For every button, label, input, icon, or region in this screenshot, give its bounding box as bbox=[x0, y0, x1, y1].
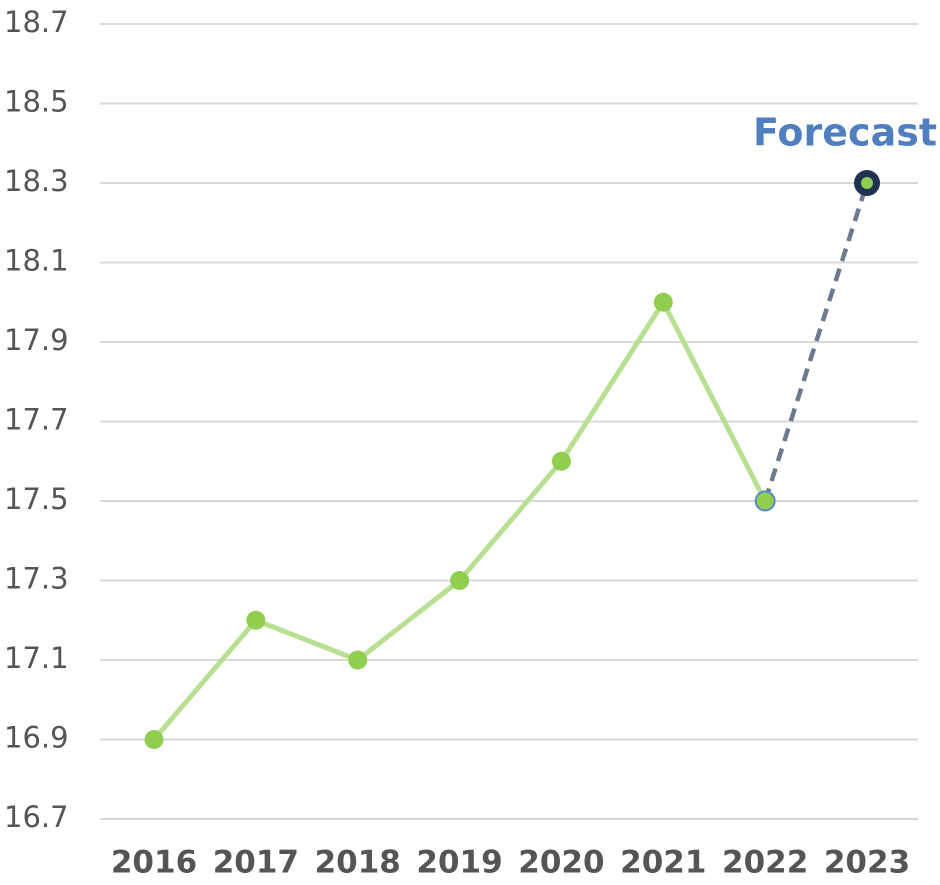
x-tick-label: 2022 bbox=[722, 845, 808, 881]
y-tick-label: 17.9 bbox=[4, 323, 69, 357]
marker bbox=[653, 292, 673, 312]
y-tick-label: 16.9 bbox=[4, 721, 69, 755]
annotation: Forecast bbox=[753, 111, 937, 155]
y-tick-label: 17.1 bbox=[4, 641, 69, 675]
forecast-line bbox=[763, 182, 870, 502]
x-tick-label: 2018 bbox=[315, 845, 401, 881]
x-tick-label: 2016 bbox=[111, 845, 197, 881]
x-tick-label: 2019 bbox=[416, 845, 502, 881]
y-tick-label: 17.7 bbox=[4, 403, 69, 437]
x-tick-label: 2017 bbox=[213, 845, 299, 881]
marker bbox=[246, 610, 266, 630]
marker bbox=[450, 571, 470, 590]
y-tick-label: 18.3 bbox=[4, 164, 69, 198]
x-tick-label: 2023 bbox=[824, 845, 910, 881]
y-tick-label: 18.7 bbox=[4, 5, 69, 39]
y-tick-label: 16.7 bbox=[4, 800, 69, 834]
marker bbox=[144, 730, 164, 749]
y-tick-label: 18.1 bbox=[4, 244, 69, 278]
y-tick-label: 17.3 bbox=[4, 562, 69, 596]
marker bbox=[754, 490, 776, 512]
forecast-marker-core bbox=[861, 177, 873, 189]
y-tick-label: 18.5 bbox=[4, 85, 69, 119]
marker bbox=[551, 451, 571, 471]
marker bbox=[348, 650, 368, 670]
x-tick-label: 2021 bbox=[620, 845, 706, 881]
actual-line bbox=[152, 299, 768, 742]
y-tick-label: 17.5 bbox=[4, 482, 69, 516]
x-tick-label: 2020 bbox=[518, 845, 604, 881]
